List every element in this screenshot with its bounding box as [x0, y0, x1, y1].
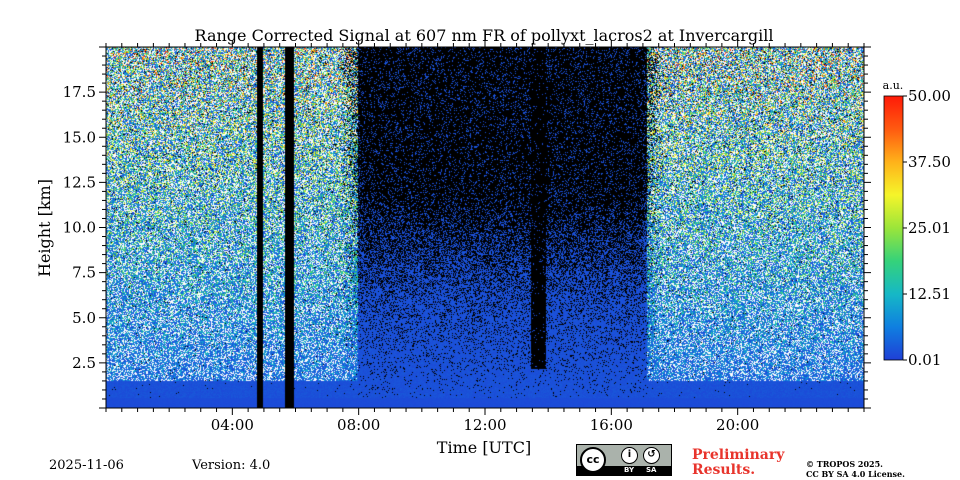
cc-license-badge: cc i ↺ BY SA	[576, 444, 672, 476]
x-tick-label: 12:00	[463, 416, 506, 434]
x-axis-label: Time [UTC]	[437, 438, 531, 457]
copyright-line-1: © TROPOS 2025.	[806, 459, 883, 469]
copyright-line-2: CC BY SA 4.0 License.	[806, 469, 905, 479]
copyright-note: © TROPOS 2025. CC BY SA 4.0 License.	[806, 459, 905, 479]
colorbar-tick-label: 12.51	[908, 285, 951, 303]
sa-label: SA	[646, 466, 657, 474]
chart-title: Range Corrected Signal at 607 nm FR of p…	[195, 26, 774, 45]
colorbar-tick-label: 37.50	[908, 153, 951, 171]
cc-badge-strip	[577, 466, 671, 475]
colorbar-unit: a.u.	[883, 79, 904, 92]
y-tick-label: 5.0	[72, 309, 96, 327]
y-axis: 2.5 5.0 7.5 10.0 12.5 15.0 17.5	[63, 46, 871, 409]
x-tick-label: 20:00	[716, 416, 759, 434]
attribution-icon: i	[621, 447, 638, 464]
colorbar-tick-label: 0.01	[908, 351, 941, 369]
y-tick-label: 7.5	[72, 264, 96, 282]
y-axis-label: Height [km]	[35, 179, 54, 277]
y-tick-label: 12.5	[63, 173, 96, 191]
colorbar-ticks: 0.01 12.51 25.01 37.50 50.00	[903, 87, 951, 369]
heatmap-raster	[106, 47, 864, 408]
preliminary-line-2: Results.	[692, 462, 756, 478]
y-tick-label: 17.5	[63, 83, 96, 101]
y-tick-label: 2.5	[72, 354, 96, 372]
preliminary-results-note: Preliminary Results.	[692, 448, 784, 478]
y-tick-label: 10.0	[63, 219, 96, 237]
y-tick-label: 15.0	[63, 128, 96, 146]
x-tick-label: 04:00	[211, 416, 254, 434]
x-tick-label: 16:00	[590, 416, 633, 434]
by-label: BY	[624, 466, 635, 474]
share-alike-icon: ↺	[643, 447, 660, 464]
colorbar-tick-label: 50.00	[908, 87, 951, 105]
footer-date: 2025-11-06	[49, 458, 124, 473]
x-tick-label: 08:00	[337, 416, 380, 434]
x-axis: 04:00 08:00 12:00 16:00 20:00	[105, 40, 865, 434]
colorbar	[883, 95, 904, 361]
colorbar-tick-label: 25.01	[908, 219, 951, 237]
preliminary-line-1: Preliminary	[692, 447, 785, 463]
cc-icon: cc	[580, 447, 606, 473]
footer-version: Version: 4.0	[192, 458, 271, 473]
